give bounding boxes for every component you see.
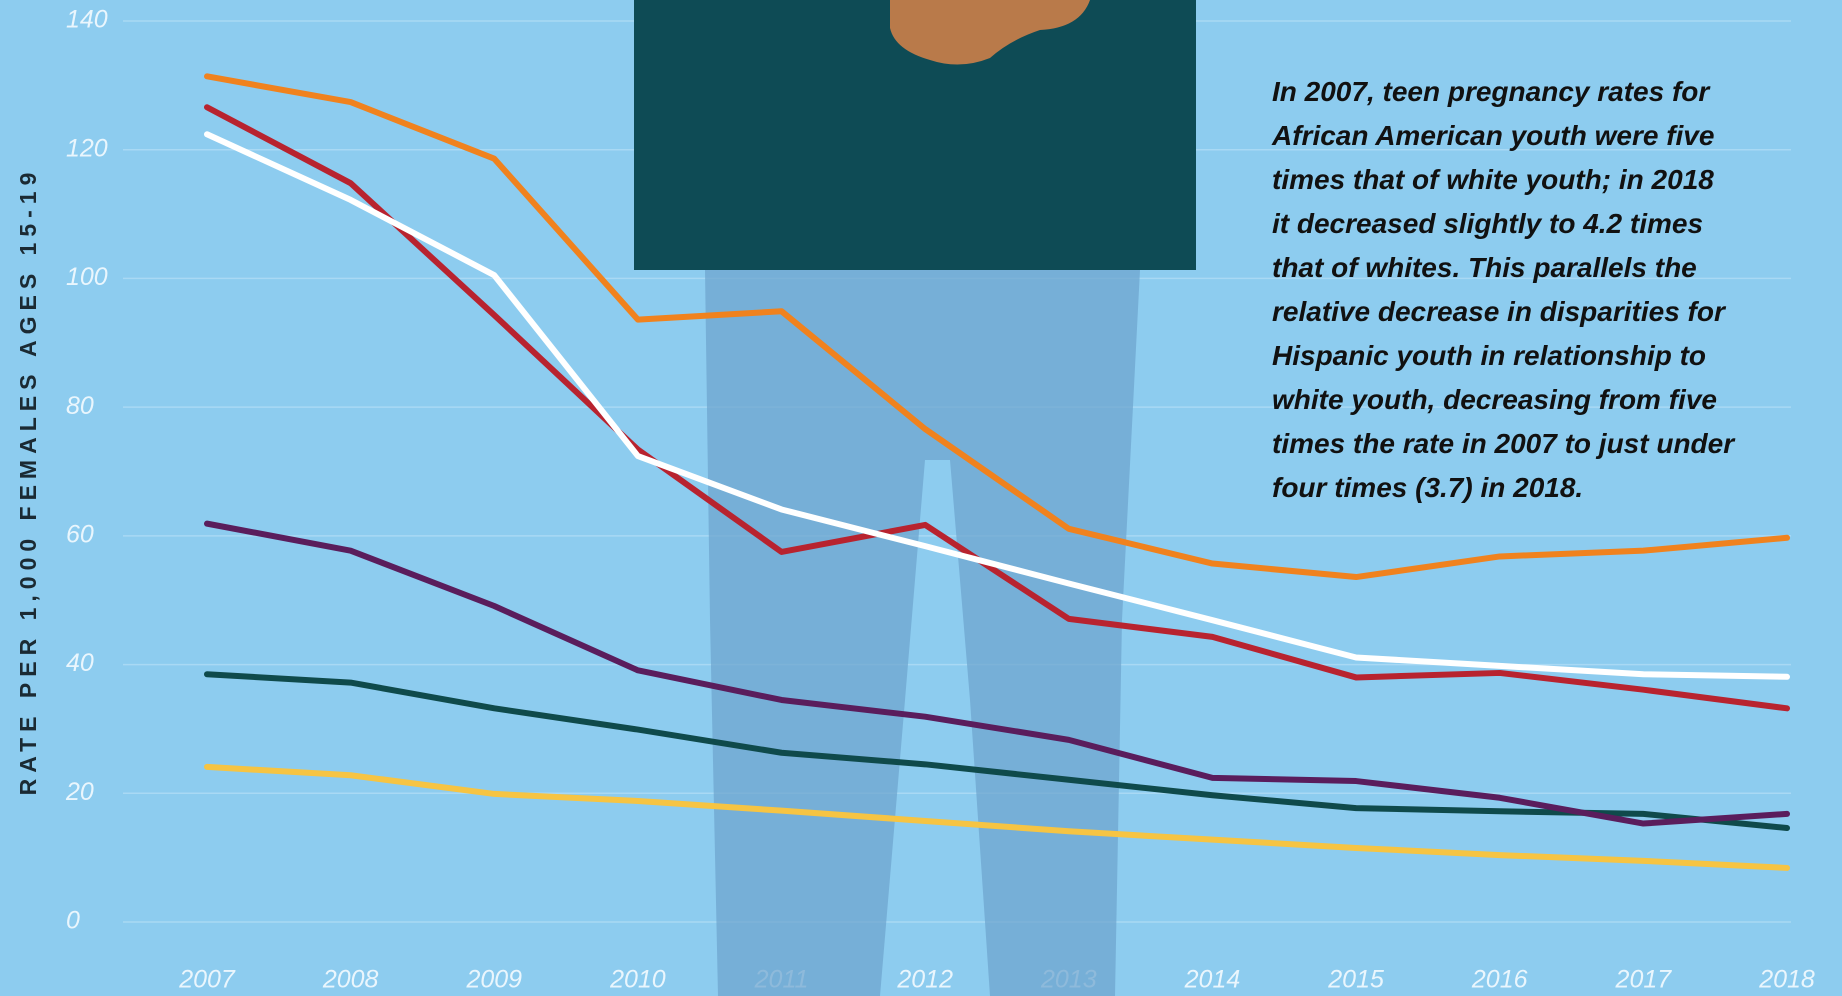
- y-tick-label: 140: [66, 6, 108, 34]
- annotation-line: white youth, decreasing from five: [1272, 384, 1717, 415]
- annotation-line: it decreased slightly to 4.2 times: [1272, 208, 1703, 239]
- annotation-line: relative decrease in disparities for: [1272, 296, 1727, 327]
- y-tick-label: 0: [66, 907, 80, 935]
- annotation-line: In 2007, teen pregnancy rates for: [1272, 76, 1711, 107]
- x-tick-label: 2014: [1184, 966, 1241, 994]
- annotation-line: times the rate in 2007 to just under: [1272, 428, 1736, 459]
- annotation-line: four times (3.7) in 2018.: [1272, 472, 1583, 503]
- y-tick-label: 100: [66, 263, 108, 291]
- page: {"chart_data": { "type": "line", "y_labe…: [0, 0, 1842, 996]
- x-tick-label: 2007: [178, 966, 236, 994]
- x-tick-label: 2015: [1327, 966, 1384, 994]
- y-axis-label: RATE PER 1,000 FEMALES AGES 15-19: [15, 167, 41, 796]
- x-tick-label: 2016: [1471, 966, 1528, 994]
- y-tick-label: 20: [65, 778, 94, 806]
- annotation-line: times that of white youth; in 2018: [1272, 164, 1714, 195]
- x-tick-label: 2009: [465, 966, 522, 994]
- y-tick-label: 80: [66, 392, 94, 420]
- annotation-line: that of whites. This parallels the: [1272, 252, 1697, 283]
- annotation-line: African American youth were five: [1271, 120, 1714, 151]
- x-tick-label: 2018: [1758, 966, 1815, 994]
- x-tick-label: 2010: [609, 966, 666, 994]
- x-tick-label: 2017: [1615, 966, 1673, 994]
- y-tick-label: 40: [66, 649, 94, 677]
- x-tick-label: 2008: [322, 966, 379, 994]
- x-tick-label: 2012: [896, 966, 953, 994]
- y-tick-label: 120: [66, 134, 108, 162]
- annotation-line: Hispanic youth in relationship to: [1272, 340, 1706, 371]
- y-tick-label: 60: [66, 520, 94, 548]
- chart: 0204060801001201402007200820092010201120…: [0, 0, 1842, 996]
